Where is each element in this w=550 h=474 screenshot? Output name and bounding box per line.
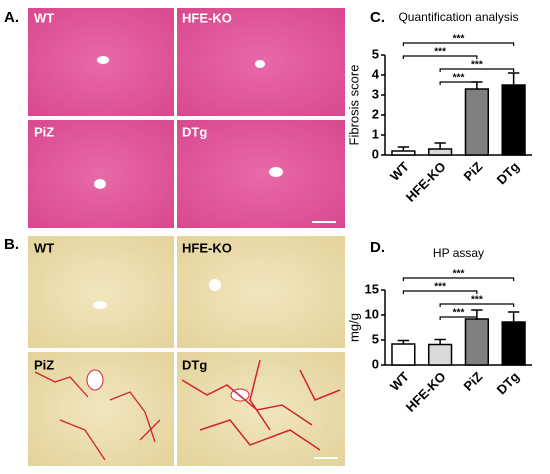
x-tick-label: HFE-KO	[403, 159, 449, 205]
x-tick-label: DTg	[494, 369, 523, 398]
y-tick-label: 3	[372, 86, 379, 101]
error-bar	[434, 142, 446, 149]
y-tick-label: 5	[372, 331, 379, 346]
histology-image	[28, 352, 174, 466]
image-label: WT	[34, 10, 54, 25]
image-label: PiZ	[34, 124, 54, 139]
panel-label: B.	[4, 236, 19, 253]
bar	[427, 148, 453, 156]
y-tick-label: 15	[365, 281, 379, 296]
significance-bracket	[402, 290, 478, 294]
x-tick-label: PiZ	[461, 369, 486, 394]
image-label: PiZ	[34, 357, 54, 372]
image-label: HFE-KO	[182, 10, 232, 25]
vessel	[97, 56, 109, 64]
x-tick-label: WT	[387, 159, 412, 184]
vessel	[255, 60, 265, 68]
significance-label: ***	[471, 60, 483, 71]
vessel	[93, 301, 107, 309]
bar	[501, 321, 526, 366]
bar	[464, 88, 490, 156]
histology-image	[28, 120, 174, 228]
bar	[501, 84, 526, 156]
image-label: HFE-KO	[182, 240, 232, 255]
error-bar	[397, 146, 410, 151]
fibrosis	[34, 371, 161, 461]
histology-image	[177, 236, 345, 348]
panel-label: C.	[370, 9, 385, 26]
vessel	[94, 179, 106, 189]
significance-bracket	[402, 277, 515, 281]
significance-bracket	[402, 42, 515, 46]
significance-label: ***	[434, 47, 446, 58]
panel-label: A.	[4, 9, 19, 26]
significance-label: ***	[453, 73, 465, 84]
y-tick-label: 10	[365, 306, 379, 321]
significance-bracket	[439, 303, 515, 307]
y-tick-label: 0	[372, 356, 379, 371]
y-axis-label: mg/g	[346, 313, 361, 342]
significance-label: ***	[453, 308, 465, 319]
panel-label: D.	[370, 239, 385, 256]
fibrosis	[181, 359, 341, 451]
significance-label: ***	[471, 295, 483, 306]
histology-image	[28, 236, 174, 348]
histology-image	[177, 120, 345, 228]
vessel	[269, 167, 283, 177]
error-bar	[434, 338, 446, 345]
y-tick-label: 1	[372, 126, 379, 141]
vessel	[209, 279, 221, 291]
y-tick-label: 4	[372, 66, 380, 81]
significance-bracket	[402, 55, 478, 59]
significance-label: ***	[453, 269, 465, 280]
error-bar	[397, 339, 410, 344]
significance-bracket	[439, 68, 515, 72]
significance-label: ***	[453, 34, 465, 45]
bar	[427, 343, 453, 366]
x-tick-label: HFE-KO	[403, 369, 449, 415]
x-tick-label: DTg	[494, 159, 523, 188]
y-tick-label: 5	[372, 46, 379, 61]
significance-label: ***	[434, 282, 446, 293]
error-bar	[507, 72, 520, 85]
significance-bracket	[439, 81, 478, 85]
significance-bracket	[439, 316, 478, 320]
y-tick-label: 2	[372, 106, 379, 121]
error-bar	[507, 311, 520, 322]
panel-a: A. WT HFE-KO PiZ DTg	[4, 8, 345, 228]
image-label: WT	[34, 240, 54, 255]
x-tick-label: WT	[387, 369, 412, 394]
x-tick-label: PiZ	[461, 159, 486, 184]
chart-title: HP assay	[433, 246, 484, 260]
y-axis-label: Fibrosis score	[346, 65, 361, 146]
vessel	[86, 369, 104, 391]
y-tick-label: 0	[372, 146, 379, 161]
bar	[464, 318, 490, 366]
panel-b: B. WT HFE-KO PiZ DTg	[4, 236, 345, 466]
bar	[391, 343, 416, 366]
bar	[391, 150, 416, 156]
image-label: DTg	[182, 124, 207, 139]
chart-title: Quantification analysis	[398, 10, 518, 24]
image-label: DTg	[182, 357, 207, 372]
